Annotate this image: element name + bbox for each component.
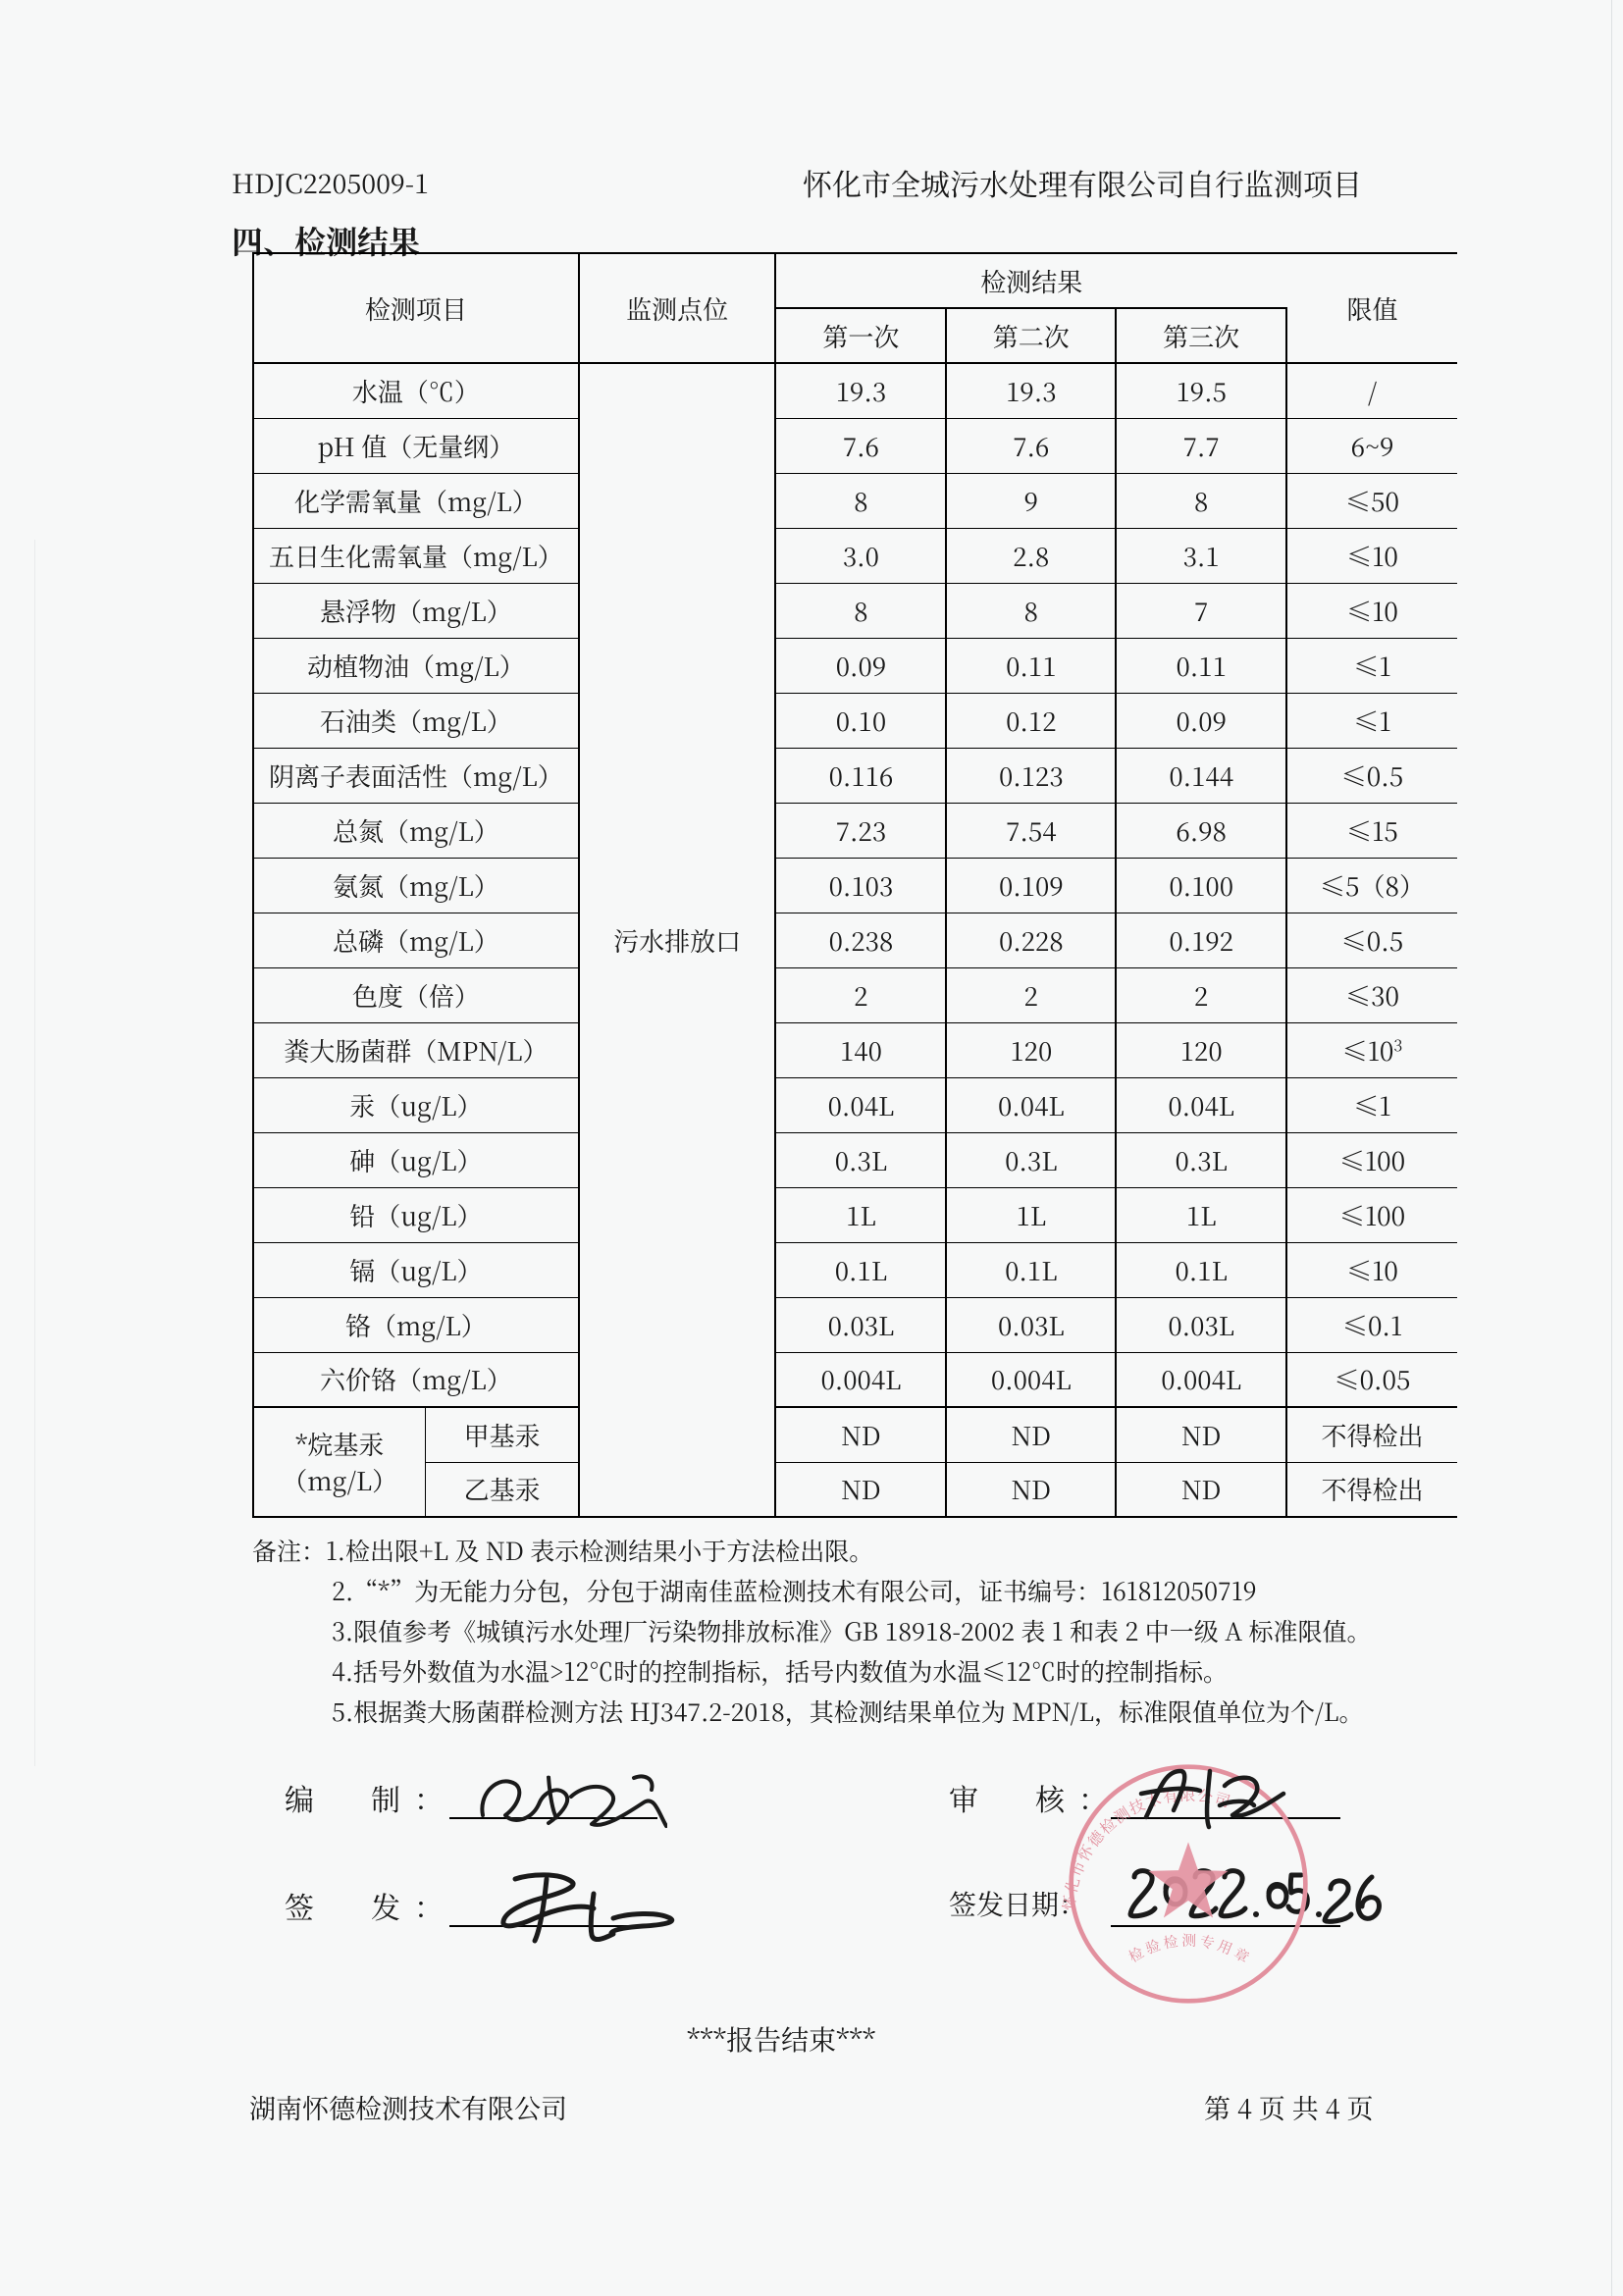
svg-text:检验检测专用章: 检验检测专用章 (1125, 1930, 1256, 1969)
